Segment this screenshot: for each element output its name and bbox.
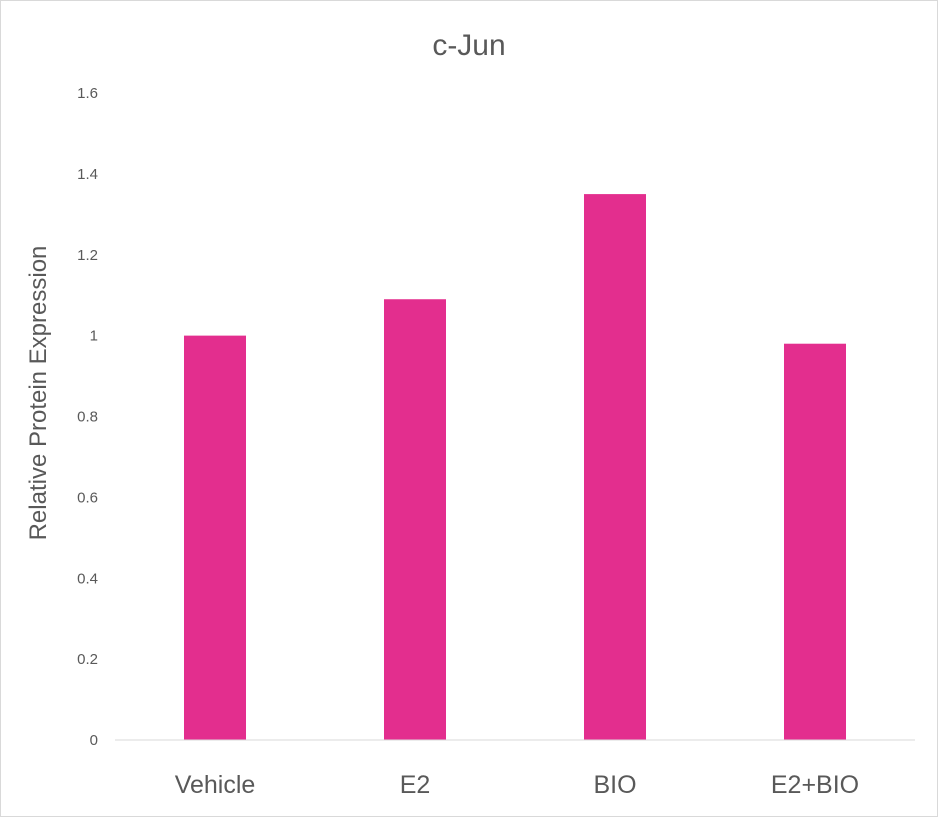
bar [384,299,446,740]
y-tick-label: 1.2 [77,247,98,264]
x-tick-label: Vehicle [175,771,256,799]
x-tick-labels: Vehicle E2 BIO E2+BIO [175,771,859,799]
x-tick-label: BIO [593,771,636,799]
bar [184,335,246,740]
y-tick-label: 0.4 [77,570,98,587]
y-axis-label: Relative Protein Expression [25,246,52,541]
y-tick-labels: 0 0.2 0.4 0.6 0.8 1 1.2 1.4 1.6 [77,85,98,749]
y-tick-label: 0.2 [77,651,98,668]
bar [784,343,846,740]
y-tick-label: 1 [90,328,98,345]
y-tick-label: 0 [90,732,98,749]
bar [584,194,646,740]
y-tick-label: 0.8 [77,409,98,426]
bars [184,194,846,740]
chart-title: c-Jun [432,29,505,62]
x-tick-label: E2 [400,771,431,799]
y-tick-label: 1.4 [77,166,98,183]
x-tick-label: E2+BIO [771,771,859,799]
y-tick-label: 0.6 [77,489,98,506]
y-tick-label: 1.6 [77,85,98,102]
